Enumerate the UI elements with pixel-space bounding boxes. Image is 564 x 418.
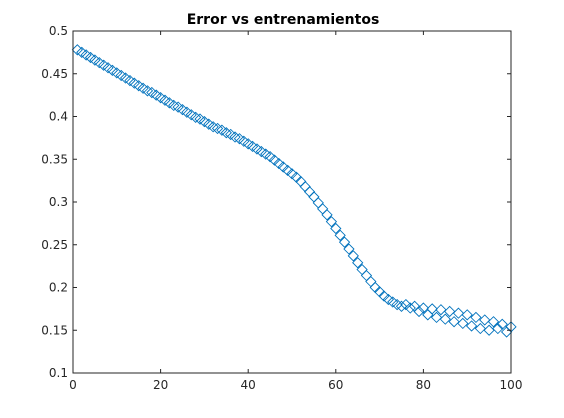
y-tick-label: 0.4 [49,110,68,124]
data-point [467,321,477,331]
x-tick-label: 60 [328,378,343,392]
data-point [322,210,332,220]
y-tick-label: 0.3 [49,195,68,209]
y-tick-label: 0.1 [49,366,68,380]
x-tick-label: 80 [416,378,431,392]
x-tick-label: 100 [500,378,523,392]
y-axis: 0.1 0.15 0.2 0.25 0.3 0.35 0.4 0.45 0.5 [41,24,511,380]
data-point [340,237,350,247]
data-point [462,310,472,320]
data-point [453,308,463,318]
data-point [480,315,490,325]
data-point [361,271,371,281]
data-point [309,192,319,202]
data-point [357,265,367,275]
y-tick-label: 0.2 [49,281,68,295]
data-point [366,277,376,287]
data-point [331,224,341,234]
data-point [475,324,485,334]
data-point [318,204,328,214]
data-point [458,318,468,328]
data-point [471,312,481,322]
data-point [353,258,363,268]
data-point [410,301,420,311]
data-point [313,198,323,208]
y-tick-label: 0.25 [41,238,68,252]
data-point [213,123,223,133]
data-point [488,317,498,327]
chart-title: Error vs entrenamientos [187,12,380,28]
x-tick-label: 40 [241,378,256,392]
data-point [348,251,358,261]
data-point [449,317,459,327]
y-tick-label: 0.35 [41,152,68,166]
data-point [344,244,354,254]
x-tick-label: 0 [69,378,77,392]
data-point [484,325,494,335]
y-tick-label: 0.5 [49,24,68,38]
data-point [335,230,345,240]
data-point [326,217,336,227]
y-tick-label: 0.15 [41,323,68,337]
data-point [305,187,315,197]
data-series [72,45,516,337]
x-tick-label: 20 [153,378,168,392]
data-point [300,182,310,192]
y-tick-label: 0.45 [41,67,68,81]
data-point [397,301,407,311]
data-point [427,304,437,314]
